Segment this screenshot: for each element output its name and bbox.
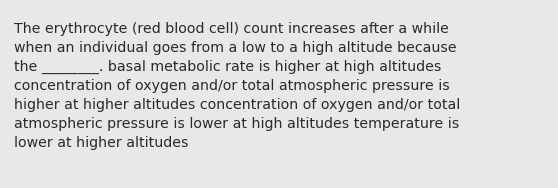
Text: The erythrocyte (red blood cell) count increases after a while
when an individua: The erythrocyte (red blood cell) count i… bbox=[14, 22, 460, 150]
